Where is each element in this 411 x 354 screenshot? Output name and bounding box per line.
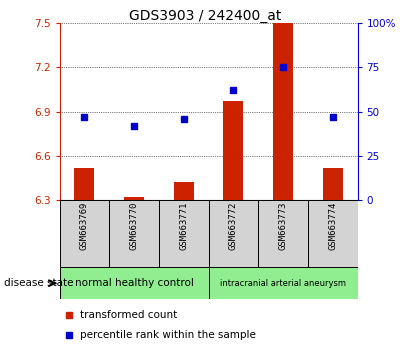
Bar [109, 200, 159, 267]
Bar [74, 167, 95, 200]
Text: GSM663774: GSM663774 [328, 202, 337, 250]
Text: GSM663773: GSM663773 [279, 202, 288, 250]
Bar [208, 267, 358, 299]
Text: GSM663769: GSM663769 [80, 202, 89, 250]
Text: GSM663770: GSM663770 [129, 202, 139, 250]
Bar [60, 200, 109, 267]
Text: percentile rank within the sample: percentile rank within the sample [81, 330, 256, 339]
Bar [224, 101, 243, 200]
Bar [273, 23, 293, 200]
Bar [308, 200, 358, 267]
Bar [124, 197, 144, 200]
Text: GDS3903 / 242400_at: GDS3903 / 242400_at [129, 9, 282, 23]
Text: transformed count: transformed count [81, 310, 178, 320]
Text: GSM663771: GSM663771 [179, 202, 188, 250]
Bar [159, 200, 208, 267]
Bar [60, 267, 209, 299]
Bar [208, 200, 258, 267]
Text: disease state: disease state [4, 278, 74, 288]
Text: GSM663772: GSM663772 [229, 202, 238, 250]
Text: intracranial arterial aneurysm: intracranial arterial aneurysm [220, 279, 346, 288]
Text: normal healthy control: normal healthy control [75, 278, 194, 288]
Bar [323, 167, 343, 200]
Bar [258, 200, 308, 267]
Bar [174, 182, 194, 200]
